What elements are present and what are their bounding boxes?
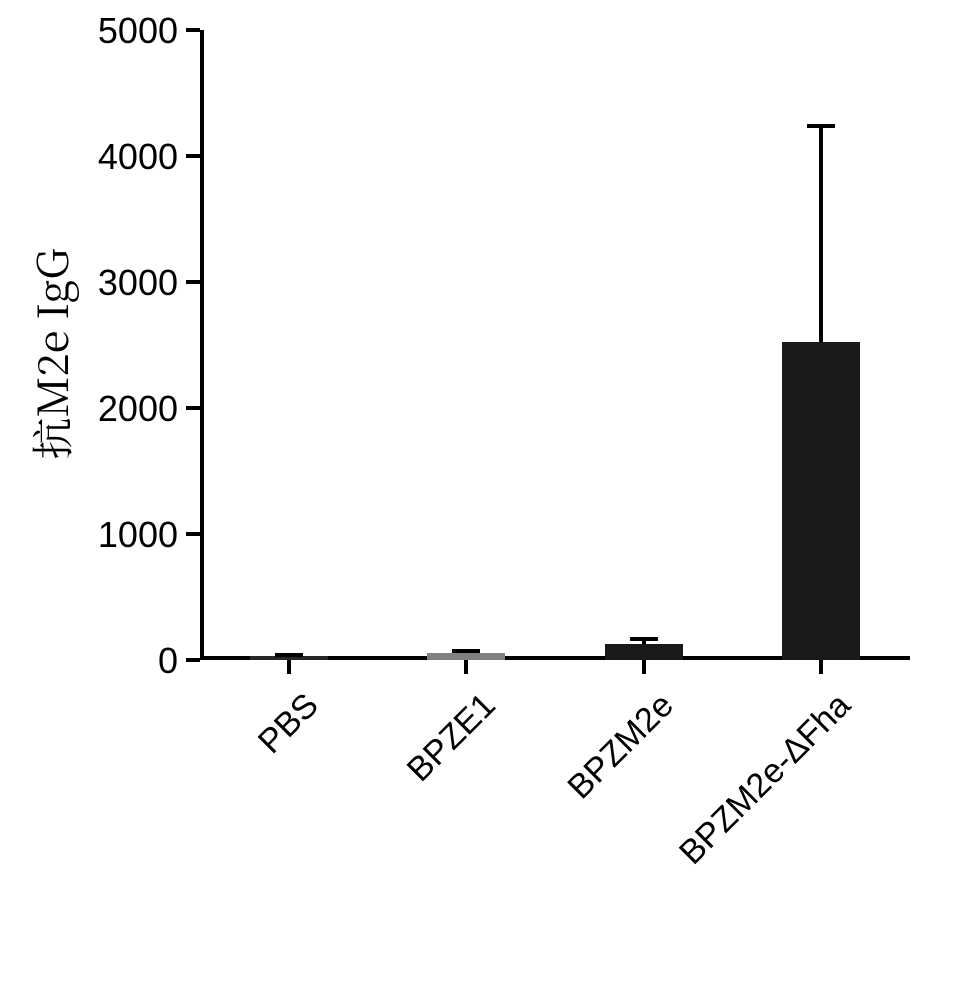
bar	[427, 653, 505, 660]
y-tick-label: 1000	[28, 514, 178, 556]
y-tick	[186, 28, 200, 32]
x-tick-label: BPZM2e-ΔFha	[548, 686, 858, 996]
bar	[605, 644, 683, 660]
error-bar-cap	[452, 649, 480, 653]
x-tick-label: PBS	[16, 686, 326, 996]
error-bar-line	[819, 126, 823, 343]
y-tick	[186, 406, 200, 410]
x-tick	[642, 660, 646, 674]
y-tick	[186, 658, 200, 662]
y-tick-label: 3000	[28, 262, 178, 304]
bar-chart: 抗M2e IgG 0 1000 2000 3000 4000 5000 PBSBPZE1BP…	[0, 0, 973, 1000]
x-tick-label: BPZM2e	[371, 686, 681, 996]
error-bar-cap	[807, 124, 835, 128]
y-tick	[186, 280, 200, 284]
error-bar-cap	[275, 653, 303, 657]
y-tick	[186, 532, 200, 536]
y-axis-label: 抗M2e IgG	[21, 39, 81, 669]
x-tick	[287, 660, 291, 674]
x-tick	[819, 660, 823, 674]
x-tick-label: BPZE1	[193, 686, 503, 996]
bar	[782, 342, 860, 660]
y-tick-label: 5000	[28, 10, 178, 52]
x-tick	[464, 660, 468, 674]
y-tick-label: 2000	[28, 388, 178, 430]
y-tick-label: 0	[28, 640, 178, 682]
y-tick-label: 4000	[28, 136, 178, 178]
y-tick	[186, 154, 200, 158]
error-bar-cap	[630, 637, 658, 641]
